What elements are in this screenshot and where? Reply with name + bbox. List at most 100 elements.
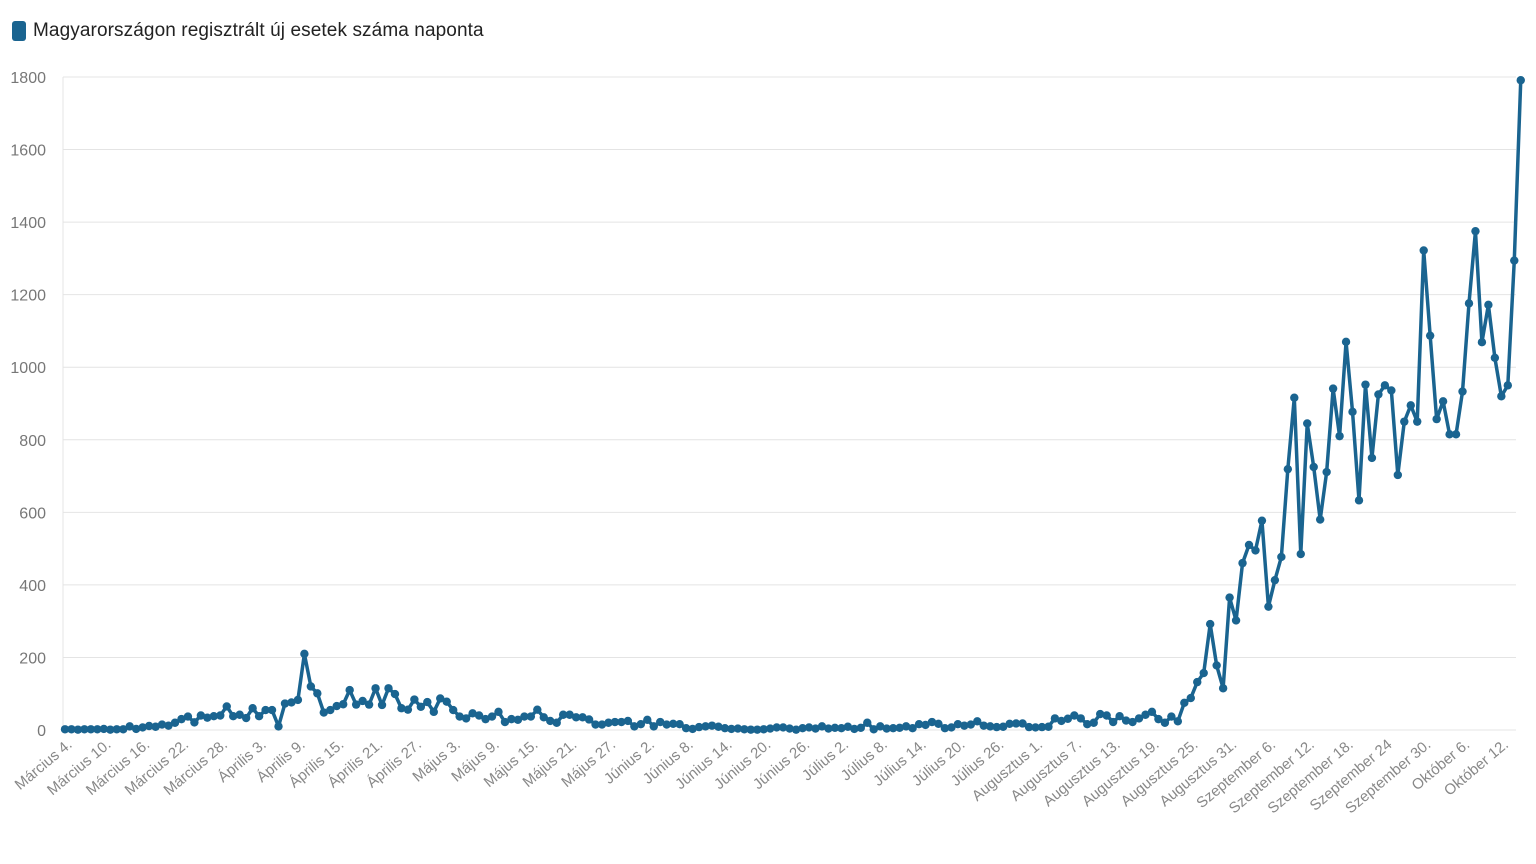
data-point <box>869 725 878 734</box>
data-point <box>229 712 238 721</box>
data-point <box>93 725 102 734</box>
data-point <box>1231 616 1241 625</box>
data-point <box>1031 723 1040 732</box>
data-point <box>1477 337 1487 347</box>
data-point <box>908 723 917 733</box>
x-axis: Március 4.Március 10.Március 16.Március … <box>12 736 1512 817</box>
data-point <box>449 705 458 715</box>
data-point <box>998 722 1008 731</box>
data-point <box>772 723 781 732</box>
data-point <box>863 718 872 727</box>
data-point <box>1516 76 1525 85</box>
data-point <box>1083 720 1092 729</box>
data-point <box>358 696 367 706</box>
data-point <box>1503 381 1513 390</box>
data-point <box>1335 431 1344 441</box>
data-point <box>1108 717 1118 727</box>
y-tick-label: 0 <box>37 723 46 740</box>
data-point <box>707 721 717 730</box>
series <box>60 76 1525 734</box>
data-point <box>597 720 607 729</box>
data-point <box>319 708 328 717</box>
data-point <box>384 684 393 693</box>
data-point <box>636 720 646 729</box>
data-point <box>960 721 969 730</box>
data-point <box>1497 392 1506 401</box>
data-point <box>766 724 775 733</box>
data-point <box>1315 515 1325 524</box>
data-point <box>1341 337 1351 347</box>
data-point <box>623 716 633 726</box>
data-point <box>1199 668 1208 678</box>
data-point <box>1322 467 1331 477</box>
data-point <box>151 722 160 731</box>
data-point <box>235 710 244 719</box>
grid <box>62 76 1516 731</box>
data-point <box>882 724 891 733</box>
data-point <box>183 712 193 721</box>
data-point <box>216 711 225 720</box>
data-point <box>1102 711 1111 720</box>
data-point <box>681 723 691 733</box>
data-point <box>1167 712 1176 721</box>
data-point <box>196 711 206 720</box>
data-point <box>423 697 432 707</box>
data-point <box>390 689 400 699</box>
data-point <box>1283 464 1293 474</box>
data-point <box>1328 384 1338 393</box>
data-point <box>1070 711 1079 720</box>
data-point <box>1244 540 1254 550</box>
data-point <box>630 722 639 731</box>
y-tick-label: 800 <box>19 433 46 450</box>
data-point <box>1451 430 1461 439</box>
y-tick-label: 1000 <box>10 360 46 377</box>
data-point <box>1471 226 1480 236</box>
data-point <box>1238 558 1247 568</box>
data-point <box>668 719 678 729</box>
data-point <box>106 725 115 734</box>
data-point <box>377 700 387 710</box>
legend: Magyarországon regisztrált új esetek szá… <box>12 20 484 42</box>
data-point <box>1154 714 1163 724</box>
data-point <box>351 700 361 709</box>
data-point <box>1464 299 1474 308</box>
data-point <box>371 684 380 693</box>
data-point <box>144 721 154 731</box>
data-point <box>1147 707 1157 717</box>
data-point <box>1432 414 1441 424</box>
data-point <box>578 713 587 722</box>
data-point <box>339 700 348 709</box>
data-point <box>345 685 354 695</box>
data-point <box>241 713 251 723</box>
y-tick-label: 200 <box>19 650 46 667</box>
legend-swatch <box>12 21 26 41</box>
data-point <box>513 715 523 725</box>
data-point <box>60 725 70 734</box>
data-point <box>539 713 548 722</box>
data-point <box>416 702 426 711</box>
data-point <box>326 705 335 715</box>
data-point <box>300 649 309 659</box>
data-point <box>280 699 290 708</box>
data-point <box>436 694 445 703</box>
data-point <box>442 697 451 706</box>
data-point <box>1160 718 1170 727</box>
data-point <box>1490 353 1500 362</box>
data-point <box>170 718 180 727</box>
data-point <box>811 724 820 733</box>
data-point <box>520 712 529 721</box>
data-point <box>694 722 704 732</box>
data-point <box>546 716 555 726</box>
series-line <box>63 78 1523 732</box>
data-point <box>1296 549 1305 559</box>
data-point <box>1354 496 1364 505</box>
y-tick-label: 1400 <box>10 215 46 232</box>
data-point <box>785 724 794 733</box>
data-point <box>953 720 963 729</box>
data-point <box>740 725 749 734</box>
data-point <box>914 720 924 729</box>
y-tick-label: 400 <box>19 578 46 595</box>
data-point <box>526 712 536 721</box>
data-point <box>558 710 568 719</box>
